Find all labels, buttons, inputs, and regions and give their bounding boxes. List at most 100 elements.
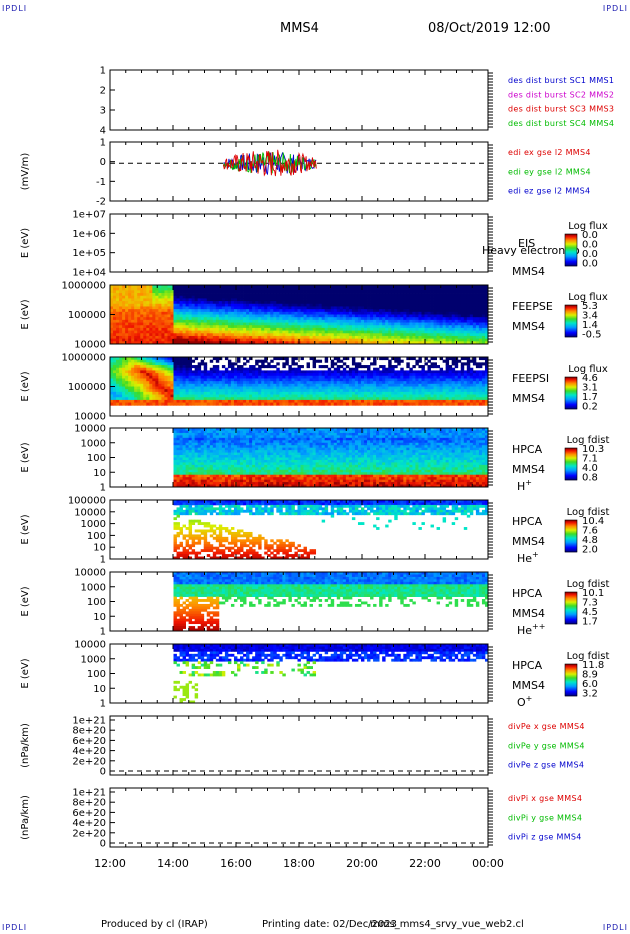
heatmap-cell — [315, 319, 320, 323]
heatmap-cell — [276, 301, 280, 305]
heatmap-cell — [125, 290, 129, 294]
heatmap-cell — [294, 378, 298, 382]
heatmap-cell — [116, 370, 120, 374]
heatmap-cell — [128, 303, 132, 307]
heatmap-cell — [357, 394, 362, 398]
heatmap-cell — [370, 402, 374, 406]
heatmap-cell — [309, 357, 313, 361]
colorbar-cell — [565, 242, 577, 244]
heatmap-cell — [173, 295, 177, 299]
heatmap-cell — [288, 397, 292, 401]
heatmap-cell — [137, 365, 141, 369]
heatmap-cell — [249, 341, 253, 345]
heatmap-cell — [215, 290, 220, 294]
heatmap-cell — [134, 383, 138, 387]
heatmap-cell — [409, 317, 413, 321]
heatmap-cell — [230, 375, 235, 379]
heatmap-cell — [134, 362, 138, 366]
heatmap-cell — [445, 375, 450, 379]
heatmap-cell — [279, 338, 283, 342]
heatmap-cell — [167, 335, 171, 340]
heatmap-cell — [300, 317, 304, 321]
heatmap-cell — [291, 303, 295, 307]
heatmap-cell — [430, 335, 434, 340]
heatmap-cell — [116, 338, 120, 342]
heatmap-cell — [276, 333, 280, 337]
heatmap-cell — [224, 373, 229, 377]
heatmap-cell — [439, 285, 444, 289]
heatmap-cell — [249, 285, 253, 289]
heatmap-cell — [306, 335, 310, 340]
heatmap-cell — [119, 399, 123, 403]
heatmap-cell — [379, 338, 383, 342]
heatmap-cell — [288, 394, 292, 398]
heatmap-cell — [478, 341, 483, 345]
heatmap-cell — [445, 295, 450, 299]
heatmap-cell — [116, 301, 120, 305]
heatmap-cell — [370, 311, 374, 315]
heatmap-cell — [143, 389, 147, 393]
heatmap-cell — [297, 365, 301, 369]
heatmap-cell — [158, 397, 162, 401]
heatmap-cell — [209, 298, 214, 302]
heatmap-cell — [212, 391, 217, 395]
heatmap-cell — [288, 330, 292, 334]
heatmap-cell — [427, 314, 431, 318]
heatmap-cell — [155, 370, 159, 374]
heatmap-cell — [152, 367, 156, 371]
heatmap-cell — [400, 325, 404, 329]
heatmap-cell — [318, 327, 323, 331]
heatmap-cell — [164, 319, 168, 323]
heatmap-cell — [472, 311, 477, 315]
heatmap-cell — [412, 290, 416, 294]
heatmap-cell — [203, 309, 208, 313]
heatmap-cell — [421, 285, 425, 289]
heatmap-cell — [439, 306, 444, 310]
heatmap-cell — [436, 383, 441, 387]
heatmap-cell — [230, 298, 235, 302]
heatmap-cell — [113, 391, 117, 395]
heatmap-cell — [158, 295, 162, 299]
heatmap-cell — [376, 389, 380, 393]
heatmap-cell — [140, 402, 144, 406]
heatmap-cell — [306, 397, 310, 401]
heatmap-cell — [385, 322, 389, 326]
heatmap-cell — [227, 314, 232, 318]
heatmap-cell — [315, 322, 320, 326]
heatmap-cell — [237, 319, 241, 323]
heatmap-cell — [279, 373, 283, 377]
heatmap-cell — [128, 391, 132, 395]
heatmap-cell — [379, 375, 383, 379]
heatmap-cell — [397, 333, 401, 337]
heatmap-cell — [182, 314, 186, 318]
heatmap-cell — [158, 389, 162, 393]
heatmap-cell — [167, 306, 171, 310]
heatmap-cell — [342, 293, 347, 297]
heatmap-cell — [336, 319, 341, 323]
heatmap-cell — [315, 375, 320, 379]
heatmap-cell — [255, 293, 259, 297]
heatmap-cell — [194, 333, 199, 337]
heatmap-cell — [243, 293, 247, 297]
heatmap-cell — [122, 383, 126, 387]
heatmap-cell — [385, 319, 389, 323]
heatmap-cell — [170, 330, 174, 334]
heatmap-cell — [360, 383, 365, 387]
heatmap-cell — [146, 335, 150, 340]
heatmap-cell — [227, 383, 232, 387]
heatmap-cell — [164, 367, 168, 371]
heatmap-cell — [170, 293, 174, 297]
heatmap-cell — [463, 317, 468, 321]
heatmap-cell — [306, 365, 310, 369]
heatmap-cell — [188, 391, 193, 395]
colorbar-cell — [565, 320, 577, 322]
heatmap-cell — [246, 290, 250, 294]
heatmap-cell — [348, 327, 353, 331]
heatmap-cell — [415, 341, 419, 345]
heatmap-cell — [409, 293, 413, 297]
heatmap-cell — [212, 295, 217, 299]
heatmap-cell — [357, 327, 362, 331]
heatmap-cell — [270, 335, 274, 340]
heatmap-cell — [339, 330, 344, 334]
heatmap-cell — [415, 290, 419, 294]
